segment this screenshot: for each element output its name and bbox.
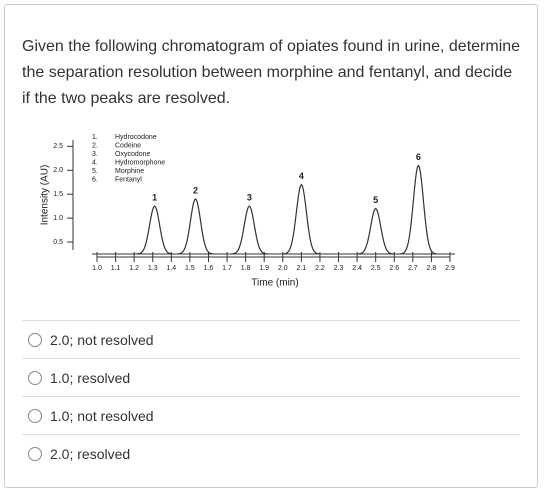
radio-button[interactable] [28, 408, 42, 423]
x-tick-label: 1.1 [111, 265, 121, 272]
x-tick-label: 2.1 [297, 265, 307, 272]
radio-button[interactable] [28, 332, 42, 347]
answer-option[interactable]: 2.0; resolved [22, 434, 520, 472]
answer-option[interactable]: 1.0; resolved [22, 358, 520, 396]
x-tick-label: 2.8 [427, 265, 437, 272]
legend-number: 1. [92, 134, 98, 141]
peak [357, 207, 394, 255]
x-tick-label: 2.2 [315, 265, 325, 272]
x-tick-label: 1.6 [204, 265, 214, 272]
option-text: 1.0; resolved [50, 369, 131, 386]
legend-name: Hydromorphone [115, 159, 165, 166]
y-axis-label: Intensity (AU) [40, 165, 51, 226]
x-tick-label: 1.3 [148, 265, 158, 272]
x-tick-label: 2.3 [334, 265, 344, 272]
legend-number: 6. [92, 176, 98, 183]
legend-number: 3. [92, 151, 98, 158]
x-tick-label: 2.5 [371, 265, 381, 272]
x-tick-label: 1.9 [259, 265, 269, 272]
chromatogram: Time (min) Intensity (AU) 0.51.01.52.02.… [40, 134, 455, 289]
x-tick-label: 1.5 [185, 265, 195, 272]
legend-name: Morphine [115, 168, 144, 175]
radio-button[interactable] [28, 370, 42, 385]
y-tick-label: 2.0 [53, 167, 63, 174]
legend-number: 2. [92, 142, 98, 149]
x-tick-label: 2.0 [278, 265, 288, 272]
y-tick-label: 2.5 [53, 143, 63, 150]
question-card [4, 4, 538, 488]
peak-label: 1 [152, 193, 157, 203]
x-tick-label: 2.7 [408, 265, 418, 272]
option-text: 2.0; resolved [50, 445, 131, 462]
y-tick-label: 1.5 [53, 191, 63, 198]
option-text: 1.0; not resolved [50, 407, 154, 424]
x-tick-label: 1.8 [241, 265, 251, 272]
answer-option[interactable]: 2.0; not resolved [22, 320, 520, 358]
x-tick-label: 1.2 [129, 265, 139, 272]
x-tick-label: 1.7 [222, 265, 232, 272]
x-tick-label: 1.4 [166, 265, 176, 272]
legend-number: 4. [92, 159, 98, 166]
answer-option[interactable]: 1.0; not resolved [22, 396, 520, 434]
peak [177, 198, 214, 255]
legend-name: Hydrocodone [115, 134, 157, 141]
peak-label: 2 [193, 185, 198, 195]
x-tick-label: 1.0 [92, 265, 102, 272]
radio-button[interactable] [28, 446, 42, 461]
y-tick-label: 1.0 [53, 215, 63, 222]
question-text: Given the following chromatogram of opia… [22, 38, 521, 107]
x-axis-label: Time (min) [251, 278, 298, 289]
peak [231, 205, 268, 255]
y-tick-label: 0.5 [53, 239, 63, 246]
peak [283, 183, 320, 255]
peak-label: 3 [247, 193, 252, 203]
x-tick-label: 2.9 [445, 265, 455, 272]
x-tick-label: 2.6 [389, 265, 399, 272]
legend-name: Fentanyl [115, 176, 142, 183]
peak [136, 205, 173, 255]
legend-name: Codeine [115, 142, 141, 149]
legend-name: Oxycodone [115, 151, 151, 158]
x-tick-label: 2.4 [352, 265, 362, 272]
peak-label: 6 [416, 152, 421, 162]
peak-label: 5 [373, 195, 378, 205]
legend-number: 5. [92, 168, 98, 175]
peak [400, 164, 437, 255]
option-text: 2.0; not resolved [50, 331, 154, 348]
peak-label: 4 [299, 171, 304, 181]
